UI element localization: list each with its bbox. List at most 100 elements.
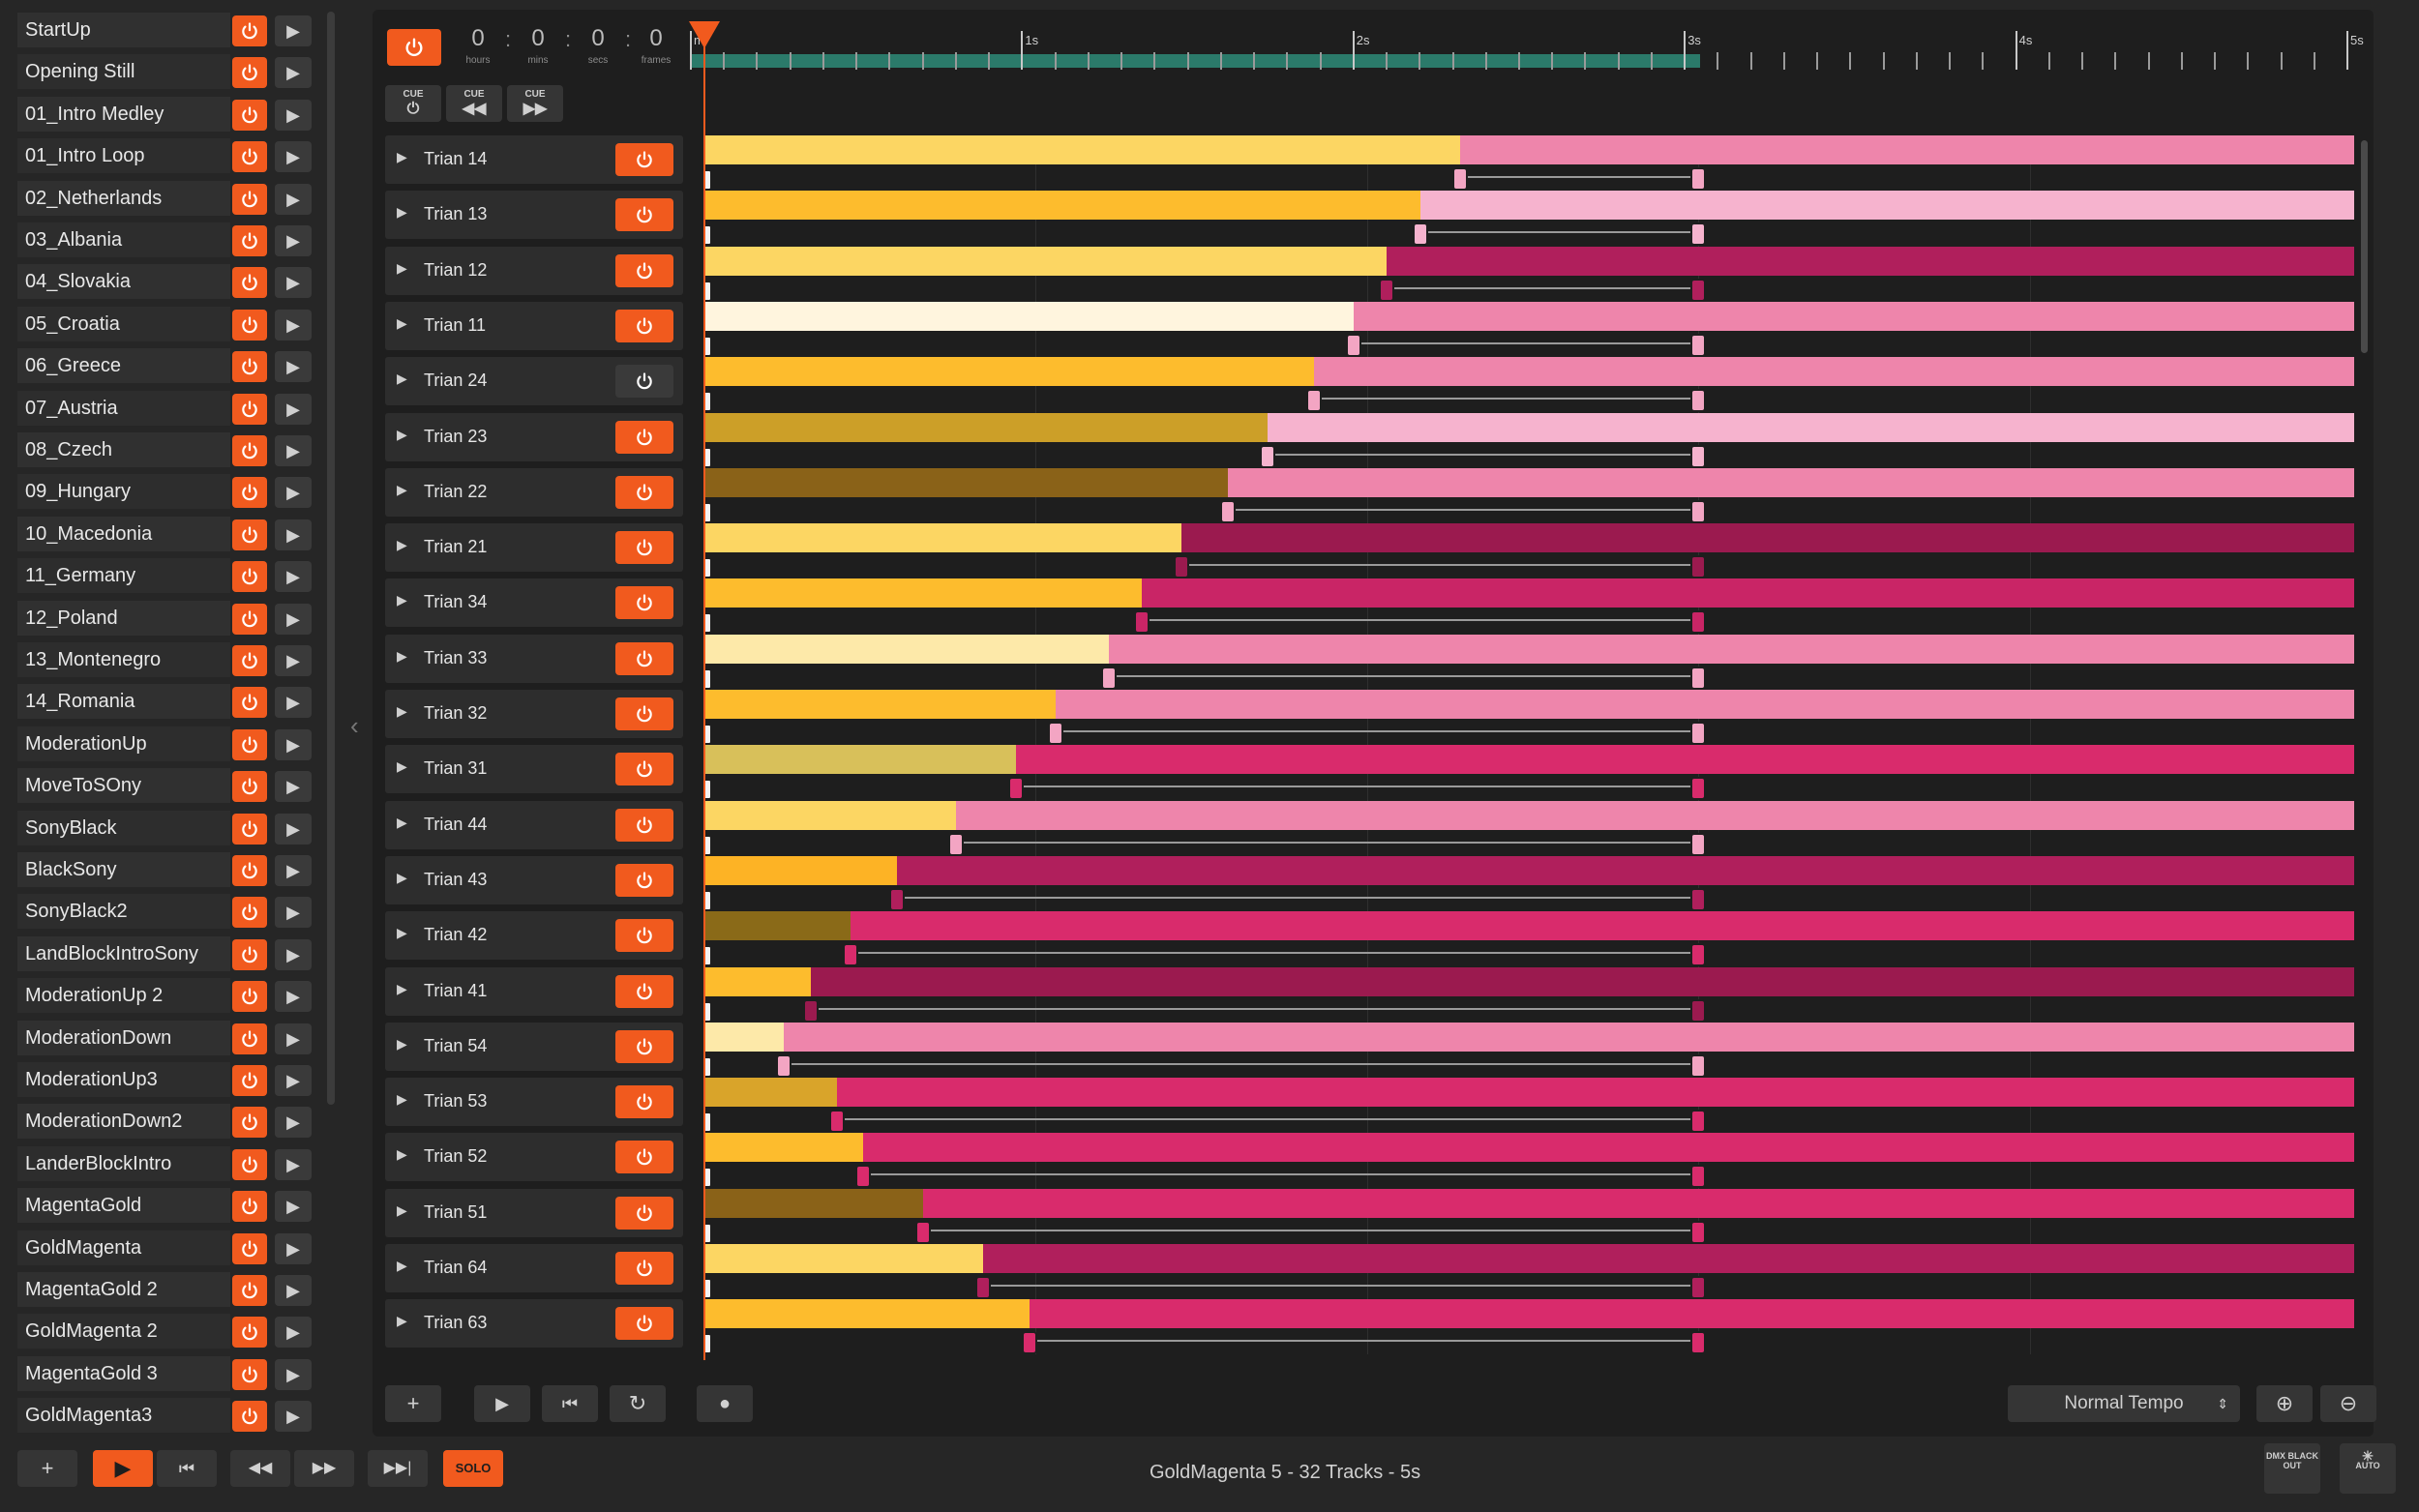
track-name[interactable]: Trian 64	[424, 1258, 488, 1277]
cue-name[interactable]: LandBlockIntroSony	[17, 935, 230, 971]
cue-power-button[interactable]	[232, 1065, 267, 1096]
end-keyframe-handle[interactable]	[1690, 832, 1707, 856]
track-name[interactable]: Trian 53	[424, 1091, 488, 1112]
cue-play-button[interactable]: ▶	[275, 57, 312, 89]
zoom-out-button[interactable]: ⊖	[2320, 1385, 2376, 1422]
cue-play-button[interactable]: ▶	[275, 645, 312, 676]
cue-name[interactable]: 01_Intro Loop	[17, 138, 230, 174]
expand-triangle-icon[interactable]: ▶	[397, 1035, 407, 1052]
magenta-fade-segment[interactable]	[810, 966, 2354, 996]
track-header[interactable]: ▶ Trian 11	[385, 301, 683, 350]
cue-play-button[interactable]: ▶	[275, 477, 312, 509]
split-keyframe-handle[interactable]	[828, 1110, 845, 1134]
cue-play-button[interactable]: ▶	[275, 1148, 312, 1180]
cue-row[interactable]: 07_Austria ▶	[17, 388, 322, 430]
cue-next-button[interactable]: CUE ▶▶	[507, 85, 563, 122]
cue-name[interactable]: ModerationUp 2	[17, 978, 230, 1014]
end-keyframe-handle[interactable]	[1690, 389, 1707, 413]
cue-play-button[interactable]: ▶	[275, 1275, 312, 1306]
cue-power-button[interactable]	[232, 687, 267, 719]
track-header[interactable]: ▶ Trian 12	[385, 246, 683, 295]
split-keyframe-handle[interactable]	[1219, 499, 1236, 523]
track-power-button[interactable]	[615, 753, 673, 786]
track-power-button[interactable]	[615, 863, 673, 897]
track-name[interactable]: Trian 22	[424, 481, 488, 501]
expand-triangle-icon[interactable]: ▶	[397, 1091, 407, 1108]
cue-power-button[interactable]	[232, 897, 267, 929]
split-keyframe-handle[interactable]	[776, 1053, 792, 1078]
cue-name[interactable]: GoldMagenta	[17, 1230, 230, 1265]
magenta-fade-segment[interactable]	[956, 800, 2354, 830]
cue-name[interactable]: MagentaGold	[17, 1188, 230, 1224]
dmx-blackout-button[interactable]: DMX BLACK OUT	[2264, 1443, 2320, 1494]
expand-triangle-icon[interactable]: ▶	[397, 426, 407, 442]
timecode-secs[interactable]: 0	[591, 25, 605, 51]
expand-triangle-icon[interactable]: ▶	[397, 537, 407, 553]
cue-name[interactable]: Opening Still	[17, 54, 230, 90]
cue-play-button[interactable]: ▶	[275, 351, 312, 383]
track-header[interactable]: ▶ Trian 14	[385, 135, 683, 184]
gold-fade-segment[interactable]	[704, 578, 1142, 608]
track-header[interactable]: ▶ Trian 54	[385, 1022, 683, 1071]
main-play-button[interactable]: ▶	[93, 1450, 153, 1487]
track-header[interactable]: ▶ Trian 41	[385, 966, 683, 1016]
track-power-button[interactable]	[615, 586, 673, 620]
add-track-button[interactable]: +	[385, 1385, 441, 1422]
cue-play-button[interactable]: ▶	[275, 687, 312, 719]
gold-fade-segment[interactable]	[704, 523, 1182, 553]
track-header[interactable]: ▶ Trian 53	[385, 1078, 683, 1127]
split-keyframe-handle[interactable]	[1451, 167, 1468, 191]
track-header[interactable]: ▶ Trian 43	[385, 855, 683, 904]
track-name[interactable]: Trian 34	[424, 592, 488, 612]
cue-play-button[interactable]: ▶	[275, 813, 312, 845]
gold-fade-segment[interactable]	[704, 966, 811, 996]
cue-name[interactable]: 08_Czech	[17, 432, 230, 467]
cue-name[interactable]: 07_Austria	[17, 390, 230, 426]
cue-power-button[interactable]	[232, 309, 267, 341]
cue-name[interactable]: ModerationDown	[17, 1020, 230, 1055]
cue-name[interactable]: StartUp	[17, 13, 230, 47]
split-keyframe-handle[interactable]	[842, 943, 858, 967]
end-keyframe-handle[interactable]	[1690, 666, 1707, 690]
cue-row[interactable]: MagentaGold 2 ▶	[17, 1269, 322, 1311]
track-header[interactable]: ▶ Trian 31	[385, 745, 683, 794]
track-lane[interactable]	[702, 855, 2354, 911]
cue-name[interactable]: ModerationUp	[17, 726, 230, 761]
magenta-fade-segment[interactable]	[1314, 357, 2354, 387]
go-to-end-button[interactable]: ▶▶|	[368, 1450, 428, 1487]
cue-play-button[interactable]: ▶	[275, 1232, 312, 1264]
cue-name[interactable]: 06_Greece	[17, 348, 230, 384]
cue-row[interactable]: LandBlockIntroSony ▶	[17, 934, 322, 975]
expand-triangle-icon[interactable]: ▶	[397, 259, 407, 276]
cue-power-button[interactable]	[232, 57, 267, 89]
cue-power-button[interactable]	[232, 1191, 267, 1223]
expand-triangle-icon[interactable]: ▶	[397, 1201, 407, 1218]
split-keyframe-handle[interactable]	[1306, 389, 1323, 413]
gold-fade-segment[interactable]	[704, 467, 1228, 497]
split-keyframe-handle[interactable]	[1133, 610, 1150, 635]
end-keyframe-handle[interactable]	[1690, 1110, 1707, 1134]
timecode-frames[interactable]: 0	[649, 25, 663, 51]
cue-power-button[interactable]	[232, 1232, 267, 1264]
cue-row[interactable]: StartUp ▶	[17, 10, 322, 51]
cue-play-button[interactable]: ▶	[275, 183, 312, 215]
track-lane[interactable]	[702, 966, 2354, 1023]
end-keyframe-handle[interactable]	[1690, 499, 1707, 523]
gold-fade-segment[interactable]	[704, 800, 957, 830]
track-power-button[interactable]	[615, 143, 673, 176]
cue-name[interactable]: GoldMagenta 2	[17, 1314, 230, 1349]
track-name[interactable]: Trian 41	[424, 980, 488, 1000]
cue-power-button[interactable]	[232, 99, 267, 131]
cue-power-button[interactable]	[232, 435, 267, 466]
cue-row[interactable]: Opening Still ▶	[17, 51, 322, 93]
gold-fade-segment[interactable]	[704, 1244, 983, 1273]
track-power-button[interactable]	[615, 475, 673, 509]
collapse-sidebar-chevron-icon[interactable]: ‹	[350, 711, 359, 740]
end-keyframe-handle[interactable]	[1690, 998, 1707, 1023]
track-lane[interactable]	[702, 1299, 2354, 1355]
expand-triangle-icon[interactable]: ▶	[397, 758, 407, 775]
expand-triangle-icon[interactable]: ▶	[397, 592, 407, 608]
expand-triangle-icon[interactable]: ▶	[397, 314, 407, 331]
cue-reset-button[interactable]: CUE ⏻	[385, 85, 441, 122]
gold-fade-segment[interactable]	[704, 246, 1388, 276]
